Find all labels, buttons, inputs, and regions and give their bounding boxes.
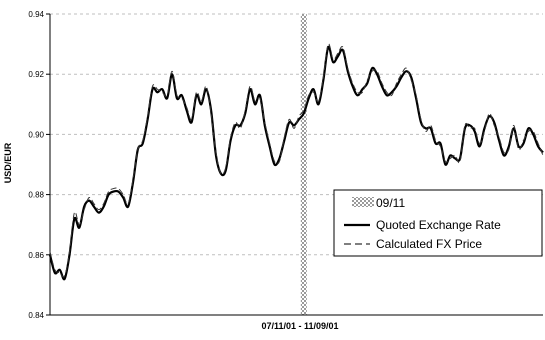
series-line-calculated-fx-price (49, 43, 544, 278)
y-axis-label: USD/EUR (3, 142, 13, 183)
series-lines (48, 43, 544, 281)
event-marker-layer (300, 14, 307, 315)
legend-swatch-event (352, 197, 374, 207)
event-marker-bar (300, 14, 307, 315)
y-tick-labels: 0.84 0.86 0.88 0.90 0.92 0.94 (28, 10, 50, 320)
y-tick-label: 0.94 (28, 10, 44, 19)
legend-label-calculated: Calculated FX Price (376, 237, 482, 251)
y-tick-label: 0.86 (28, 251, 44, 260)
legend: 09/11 Quoted Exchange Rate Calculated FX… (333, 189, 543, 257)
y-tick-label: 0.88 (28, 191, 44, 200)
x-axis-label: 07/11/01 - 11/09/01 (261, 321, 338, 331)
legend-label-quoted: Quoted Exchange Rate (376, 218, 501, 232)
axes (49, 14, 543, 316)
y-tick-label: 0.84 (28, 311, 44, 320)
y-tick-label: 0.90 (28, 130, 44, 139)
y-tick-label: 0.92 (28, 70, 44, 79)
legend-label-event: 09/11 (376, 196, 405, 210)
